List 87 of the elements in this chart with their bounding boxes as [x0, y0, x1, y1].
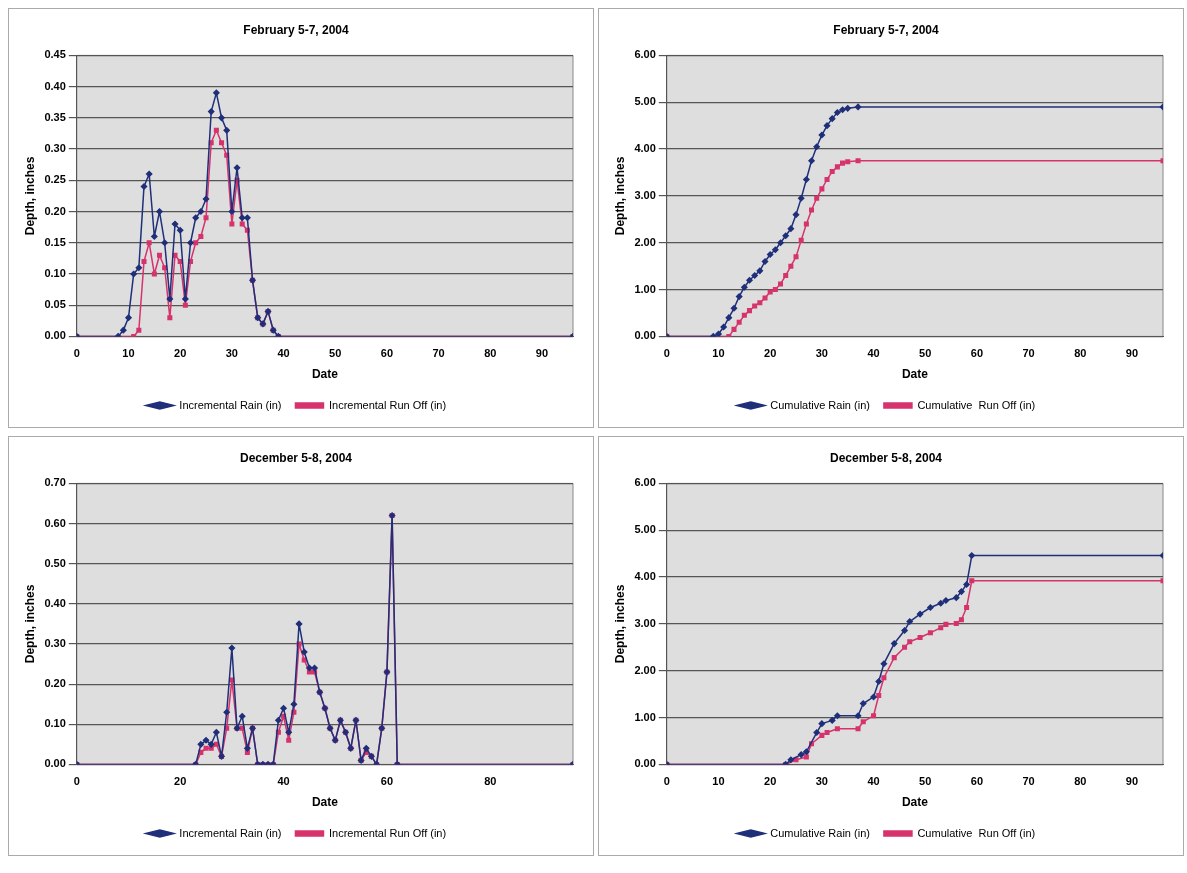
- x-tick-label: 80: [1074, 775, 1087, 788]
- x-tick-label: 30: [815, 347, 828, 360]
- y-tick-label: 5.00: [634, 523, 656, 536]
- x-tick-label: 30: [225, 347, 238, 360]
- y-tick-label: 0.70: [44, 476, 66, 489]
- y-tick-label: 0.00: [634, 329, 656, 342]
- x-tick-label: 20: [764, 347, 777, 360]
- x-tick-label: 0: [73, 775, 80, 788]
- y-tick-label: 4.00: [634, 570, 656, 583]
- y-tick-label: 0.15: [44, 235, 66, 248]
- chart-title: February 5-7, 2004: [833, 22, 940, 37]
- y-tick-label: 0.20: [44, 677, 66, 690]
- x-tick-label: 80: [484, 347, 497, 360]
- x-tick-label: 50: [919, 775, 932, 788]
- y-tick-label: 4.00: [634, 142, 656, 155]
- x-tick-label: 80: [484, 775, 497, 788]
- y-tick-label: 5.00: [634, 95, 656, 108]
- x-tick-label: 40: [867, 347, 880, 360]
- legend-label: Incremental Rain (in): [179, 398, 282, 411]
- y-axis-title: Depth, inches: [22, 584, 37, 664]
- y-axis-title: Depth, inches: [612, 156, 627, 236]
- legend-label: Cumulative Run Off (in): [917, 398, 1036, 411]
- legend-label: Incremental Run Off (in): [328, 398, 447, 411]
- legend-label: Cumulative Run Off (in): [917, 826, 1036, 839]
- chart-title: December 5-8, 2004: [829, 450, 943, 465]
- y-tick-label: 0.10: [44, 266, 66, 279]
- x-tick-label: 60: [970, 347, 984, 360]
- y-tick-label: 0.30: [44, 142, 66, 155]
- y-tick-label: 0.10: [44, 717, 66, 730]
- x-tick-label: 70: [432, 347, 445, 360]
- y-tick-label: 0.00: [44, 757, 66, 770]
- y-tick-label: 1.00: [634, 710, 656, 723]
- x-tick-label: 0: [663, 775, 670, 788]
- x-tick-label: 30: [815, 775, 828, 788]
- x-tick-label: 90: [1125, 775, 1139, 788]
- x-tick-label: 20: [764, 775, 777, 788]
- chart-title: February 5-7, 2004: [243, 22, 350, 37]
- y-tick-label: 6.00: [634, 48, 656, 61]
- y-tick-label: 0.40: [44, 79, 66, 92]
- y-tick-label: 0.35: [44, 110, 66, 123]
- x-axis-title: Date: [901, 795, 929, 810]
- x-tick-label: 40: [867, 775, 880, 788]
- x-tick-label: 20: [174, 775, 187, 788]
- legend-label: Incremental Rain (in): [179, 826, 282, 839]
- x-tick-label: 40: [277, 775, 290, 788]
- x-tick-label: 50: [329, 347, 342, 360]
- y-tick-label: 0.60: [44, 516, 66, 529]
- y-tick-label: 0.00: [44, 329, 66, 342]
- y-tick-label: 0.40: [44, 596, 66, 609]
- x-tick-label: 60: [380, 347, 394, 360]
- y-tick-label: 6.00: [634, 476, 656, 489]
- x-axis-title: Date: [901, 367, 929, 382]
- x-tick-label: 90: [535, 347, 549, 360]
- x-axis-title: Date: [311, 367, 339, 382]
- x-tick-label: 80: [1074, 347, 1087, 360]
- y-tick-label: 3.00: [634, 188, 656, 201]
- y-tick-label: 1.00: [634, 282, 656, 295]
- x-tick-label: 10: [712, 775, 725, 788]
- x-tick-label: 40: [277, 347, 290, 360]
- x-tick-label: 60: [380, 775, 394, 788]
- y-tick-label: 0.30: [44, 637, 66, 649]
- x-tick-label: 90: [1125, 347, 1139, 360]
- y-tick-label: 2.00: [634, 663, 656, 676]
- legend-label: Cumulative Rain (in): [770, 826, 870, 839]
- x-tick-label: 10: [712, 347, 725, 360]
- y-tick-label: 0.25: [44, 173, 66, 186]
- y-tick-label: 3.00: [634, 616, 656, 629]
- x-axis-title: Date: [311, 795, 339, 810]
- y-tick-label: 2.00: [634, 235, 656, 248]
- y-tick-label: 0.20: [44, 204, 66, 217]
- y-tick-label: 0.00: [634, 757, 656, 770]
- x-tick-label: 0: [663, 347, 670, 360]
- y-axis-title: Depth, inches: [612, 584, 627, 664]
- x-tick-label: 70: [1022, 775, 1035, 788]
- x-tick-label: 60: [970, 775, 984, 788]
- x-tick-label: 10: [122, 347, 135, 360]
- x-tick-label: 70: [1022, 347, 1035, 360]
- legend-label: Cumulative Rain (in): [770, 398, 870, 411]
- y-axis-title: Depth, inches: [22, 156, 37, 236]
- legend-label: Incremental Run Off (in): [328, 826, 447, 839]
- y-tick-label: 0.45: [44, 48, 66, 61]
- y-tick-label: 0.05: [44, 298, 66, 311]
- x-tick-label: 0: [73, 347, 80, 360]
- y-tick-label: 0.50: [44, 556, 66, 569]
- x-tick-label: 20: [174, 347, 187, 360]
- chart-title: December 5-8, 2004: [239, 450, 353, 465]
- x-tick-label: 50: [919, 347, 932, 360]
